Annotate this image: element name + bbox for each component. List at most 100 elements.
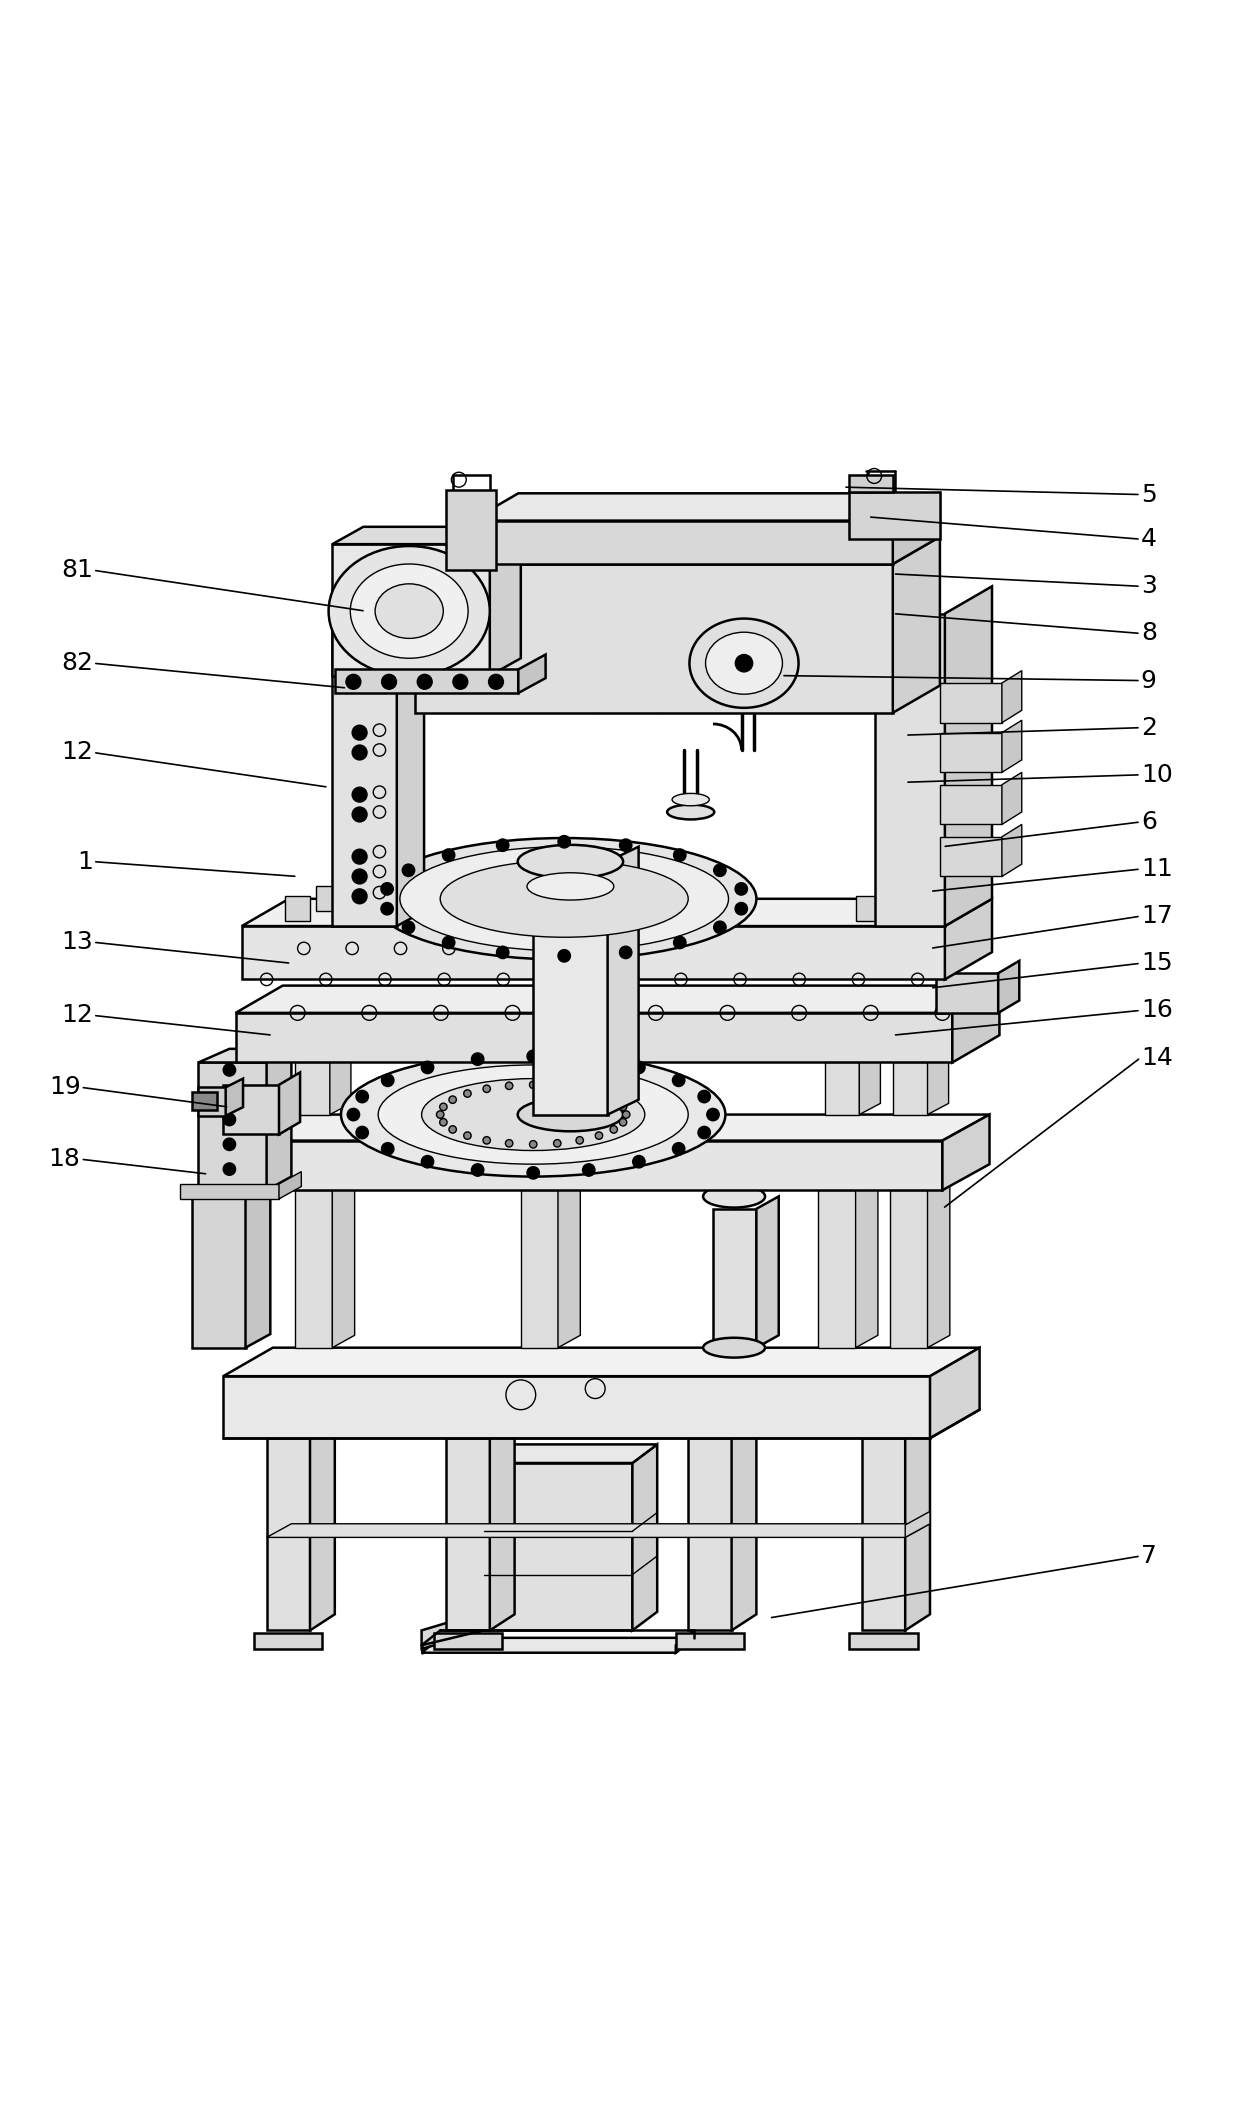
Polygon shape — [893, 1062, 928, 1115]
Polygon shape — [1002, 670, 1022, 723]
Circle shape — [223, 1113, 236, 1126]
Circle shape — [417, 674, 433, 689]
Circle shape — [484, 1085, 491, 1092]
Polygon shape — [242, 926, 945, 979]
Circle shape — [346, 674, 361, 689]
Polygon shape — [632, 1444, 657, 1630]
Polygon shape — [332, 545, 490, 676]
Circle shape — [352, 808, 367, 823]
Polygon shape — [484, 1463, 632, 1630]
Text: 18: 18 — [48, 1147, 81, 1170]
Polygon shape — [875, 613, 945, 926]
Polygon shape — [893, 494, 940, 564]
Polygon shape — [936, 973, 998, 1013]
Text: 8: 8 — [1141, 621, 1157, 644]
Circle shape — [352, 888, 367, 903]
Polygon shape — [998, 960, 1019, 1013]
Polygon shape — [484, 1444, 657, 1463]
Polygon shape — [676, 1630, 694, 1654]
Polygon shape — [856, 897, 880, 920]
Polygon shape — [856, 1179, 878, 1348]
Polygon shape — [471, 522, 893, 564]
Circle shape — [673, 848, 686, 861]
Polygon shape — [732, 1423, 756, 1630]
Polygon shape — [713, 1208, 756, 1348]
Polygon shape — [310, 1423, 335, 1630]
Circle shape — [440, 1102, 448, 1111]
Polygon shape — [893, 536, 940, 712]
Polygon shape — [1002, 825, 1022, 876]
Text: 13: 13 — [61, 931, 93, 954]
Ellipse shape — [341, 1052, 725, 1177]
Circle shape — [583, 1164, 595, 1177]
Polygon shape — [952, 986, 999, 1062]
Polygon shape — [905, 1423, 930, 1630]
Circle shape — [422, 1062, 434, 1073]
Polygon shape — [490, 526, 521, 676]
Polygon shape — [859, 1052, 880, 1115]
Circle shape — [382, 1143, 394, 1155]
Circle shape — [464, 1132, 471, 1138]
Polygon shape — [471, 494, 940, 522]
Polygon shape — [415, 536, 940, 564]
Circle shape — [352, 869, 367, 884]
Polygon shape — [295, 1189, 332, 1348]
Circle shape — [619, 1102, 626, 1111]
Circle shape — [714, 920, 727, 933]
Text: 9: 9 — [1141, 668, 1157, 693]
Ellipse shape — [372, 837, 756, 960]
Polygon shape — [236, 986, 999, 1013]
Circle shape — [223, 1088, 236, 1100]
Circle shape — [529, 1141, 537, 1149]
Polygon shape — [295, 1062, 330, 1115]
Circle shape — [352, 787, 367, 801]
Circle shape — [714, 865, 727, 876]
Polygon shape — [533, 861, 608, 1115]
Ellipse shape — [703, 1338, 765, 1357]
Ellipse shape — [706, 632, 782, 693]
Ellipse shape — [703, 1185, 765, 1208]
Circle shape — [620, 946, 632, 958]
Circle shape — [436, 1111, 444, 1117]
Text: 12: 12 — [61, 1003, 93, 1028]
Circle shape — [489, 674, 503, 689]
Circle shape — [449, 1096, 456, 1102]
Polygon shape — [945, 587, 992, 926]
Circle shape — [529, 1081, 537, 1088]
Polygon shape — [180, 1183, 279, 1200]
Polygon shape — [928, 1179, 950, 1348]
Circle shape — [698, 1126, 711, 1138]
Polygon shape — [267, 1049, 291, 1189]
Circle shape — [622, 1111, 630, 1117]
Polygon shape — [279, 1172, 301, 1200]
Polygon shape — [521, 1189, 558, 1348]
Circle shape — [402, 920, 414, 933]
Circle shape — [632, 1062, 645, 1073]
Circle shape — [527, 1166, 539, 1179]
Text: 6: 6 — [1141, 810, 1157, 833]
Polygon shape — [940, 784, 1002, 825]
Polygon shape — [198, 1088, 226, 1115]
Circle shape — [558, 950, 570, 962]
Circle shape — [619, 1119, 626, 1126]
Polygon shape — [546, 1062, 580, 1115]
Polygon shape — [558, 1179, 580, 1348]
Polygon shape — [285, 897, 310, 920]
Circle shape — [422, 1155, 434, 1168]
Circle shape — [583, 1054, 595, 1066]
Polygon shape — [940, 734, 1002, 772]
Polygon shape — [676, 1632, 744, 1649]
Circle shape — [610, 1126, 618, 1134]
Ellipse shape — [329, 547, 490, 676]
Circle shape — [673, 937, 686, 948]
Polygon shape — [930, 1348, 980, 1437]
Circle shape — [575, 1085, 584, 1092]
Polygon shape — [928, 1052, 949, 1115]
Circle shape — [356, 1090, 368, 1102]
Circle shape — [506, 1081, 513, 1090]
Circle shape — [223, 1064, 236, 1077]
Polygon shape — [518, 655, 546, 693]
Text: 4: 4 — [1141, 528, 1157, 551]
Text: 82: 82 — [61, 651, 93, 674]
Circle shape — [553, 1081, 560, 1090]
